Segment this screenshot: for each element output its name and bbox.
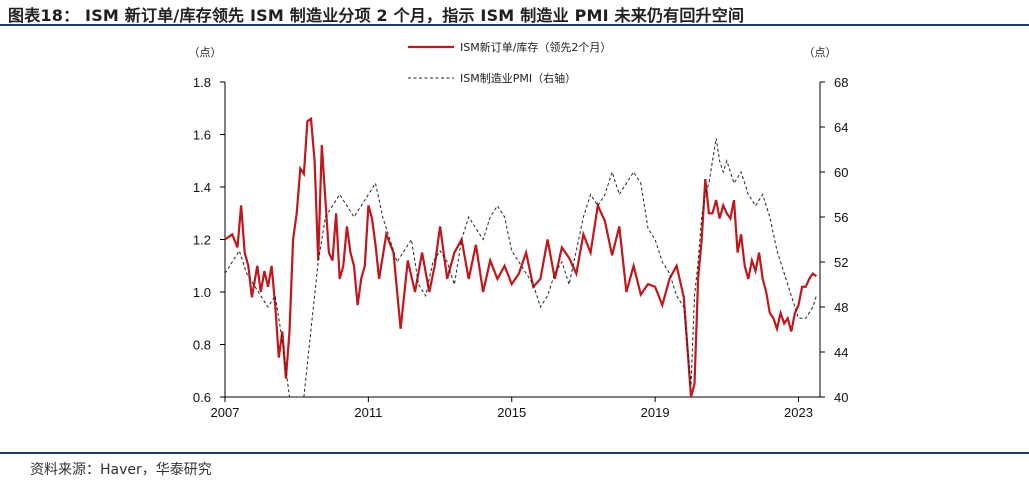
source-rule [0,452,1029,454]
y-left-tick-label: 0.6 [193,390,211,405]
y-left-tick-label: 1.2 [193,233,211,248]
y-left-tick-label: 1.6 [193,128,211,143]
series-line-new-orders-inventory [224,116,818,398]
legend-label-new-orders-inventory: ISM新订单/库存（领先2个月） [460,40,611,54]
y-right-tick-label: 68 [834,75,848,90]
y-left-tick-label: 1.4 [193,180,211,195]
y-right-unit-label: （点） [804,46,837,59]
x-tick-label: 2011 [354,405,382,420]
x-tick-label: 2015 [497,405,526,420]
y-right-tick-label: 48 [834,300,848,315]
y-left-tick-label: 0.8 [193,338,211,353]
series-line-ism-pmi [224,138,817,398]
y-left-unit-label: （点） [189,46,222,59]
x-tick-label: 2007 [211,405,240,420]
x-tick-label: 2019 [641,405,670,420]
source-note: 资料来源：Haver，华泰研究 [30,462,212,478]
y-right-tick-label: 40 [834,390,848,405]
y-right-tick-label: 52 [834,255,848,270]
y-right-tick-label: 44 [834,345,848,360]
y-right-tick-label: 64 [834,120,848,135]
title-rule [0,24,1029,26]
page-title: 图表18： ISM 新订单/库存领先 ISM 制造业分项 2 个月，指示 ISM… [8,6,745,25]
x-tick-label: 2023 [784,405,813,420]
y-right-tick-label: 56 [834,210,848,225]
y-right-tick-label: 60 [834,165,848,180]
y-left-tick-label: 1.8 [193,75,211,90]
legend-label-ism-pmi: ISM制造业PMI（右轴） [460,71,576,85]
y-left-tick-label: 1.0 [193,285,211,300]
